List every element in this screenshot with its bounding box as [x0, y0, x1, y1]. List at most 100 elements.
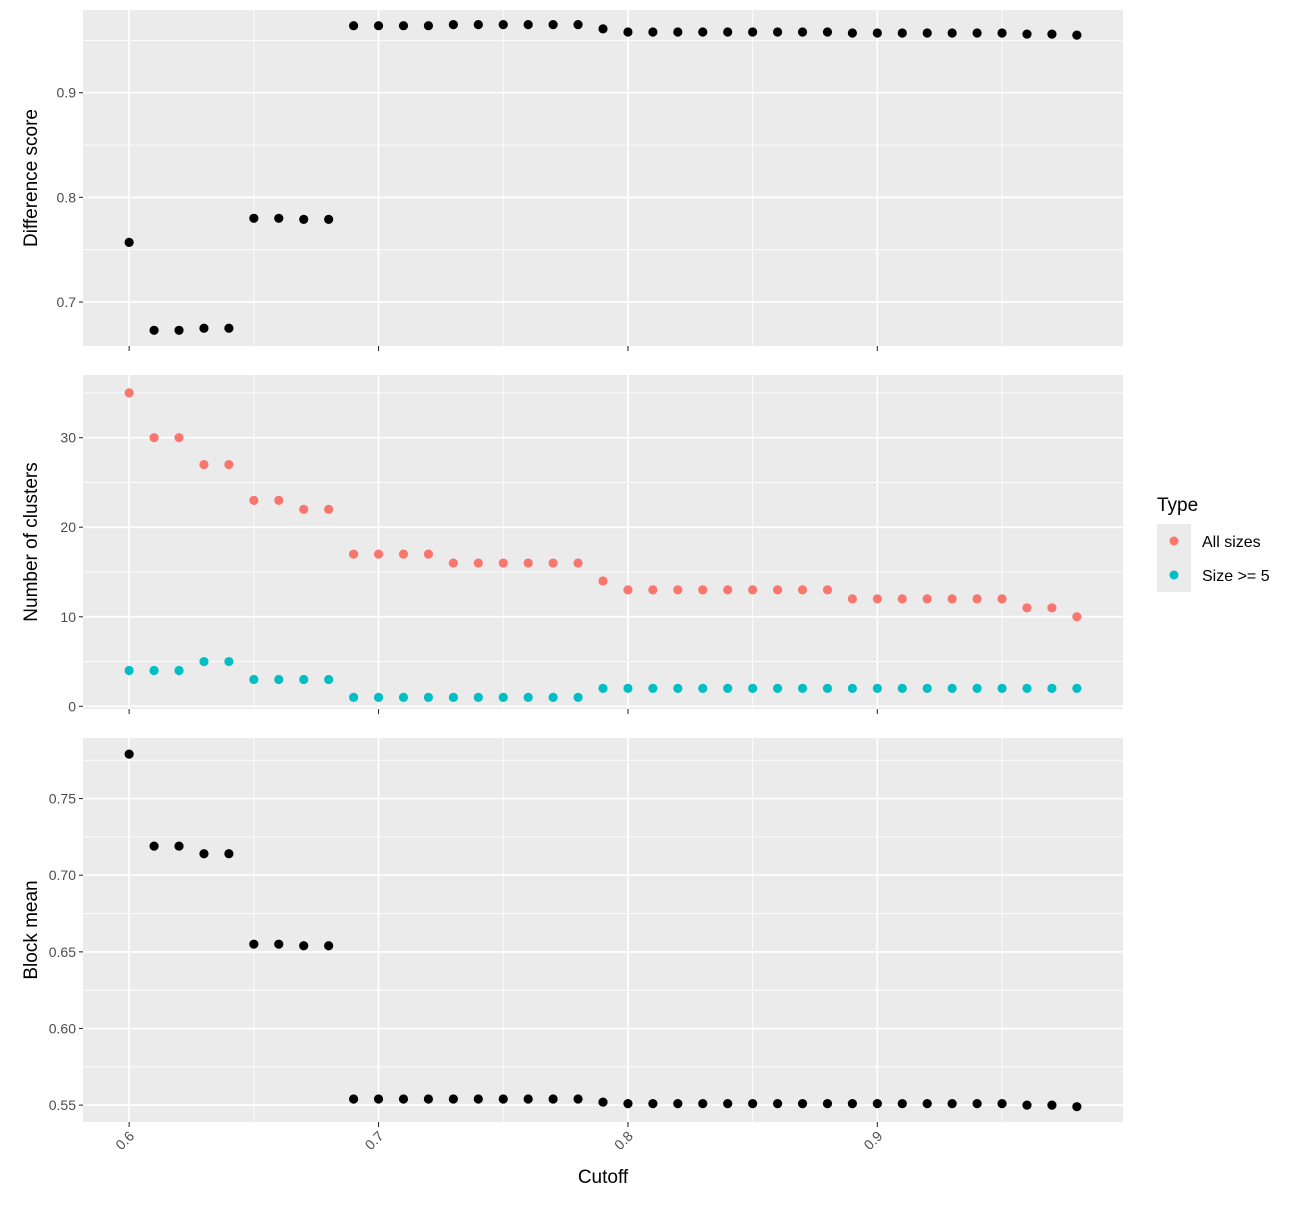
- data-point: [723, 683, 733, 694]
- data-point: [224, 849, 234, 859]
- data-point: [274, 939, 284, 949]
- data-point: [648, 683, 658, 694]
- data-point: [523, 692, 533, 702]
- data-point: [423, 692, 434, 702]
- data-point: [548, 20, 558, 30]
- data-point: [398, 1094, 409, 1104]
- y-tick-label: 0.65: [49, 944, 76, 960]
- data-point: [498, 692, 508, 702]
- data-point: [274, 213, 284, 223]
- data-point: [199, 849, 209, 859]
- data-point: [473, 20, 483, 30]
- data-point: [1022, 29, 1032, 39]
- data-point: [822, 585, 833, 595]
- data-point: [972, 1099, 982, 1109]
- series-difference-0: [124, 20, 1082, 335]
- data-point: [623, 585, 633, 595]
- data-point: [997, 594, 1007, 604]
- data-point: [548, 692, 558, 702]
- legend-key-size-5: [1169, 570, 1179, 580]
- data-point: [448, 20, 458, 30]
- data-point: [373, 692, 384, 702]
- legend: Type All sizes Size >= 5: [1157, 495, 1270, 592]
- data-point: [373, 1094, 384, 1104]
- data-point: [1072, 1102, 1082, 1112]
- data-point: [723, 27, 733, 37]
- data-point: [947, 683, 957, 694]
- data-point: [748, 1099, 758, 1109]
- data-point: [1047, 29, 1057, 39]
- data-point: [573, 1094, 583, 1104]
- data-point: [299, 504, 309, 514]
- data-point: [797, 585, 808, 595]
- data-point: [922, 594, 932, 604]
- data-point: [348, 1094, 359, 1104]
- data-point: [847, 28, 858, 38]
- x-tick-label: 0.9: [860, 1128, 885, 1153]
- data-point: [598, 683, 608, 694]
- data-point: [149, 433, 159, 443]
- data-point: [498, 1094, 508, 1104]
- data-point: [373, 549, 384, 559]
- data-point: [623, 1099, 633, 1109]
- data-point: [748, 27, 758, 37]
- data-point: [922, 683, 932, 694]
- y-tick-label: 0.60: [49, 1020, 76, 1036]
- data-point: [174, 665, 184, 676]
- data-point: [124, 388, 134, 398]
- data-point: [348, 549, 359, 559]
- data-point: [698, 1099, 708, 1109]
- data-point: [573, 558, 583, 568]
- data-point: [772, 1099, 783, 1109]
- data-point: [1047, 1100, 1057, 1110]
- data-point: [772, 585, 783, 595]
- data-point: [498, 558, 508, 568]
- data-point: [847, 683, 858, 694]
- data-point: [922, 28, 932, 38]
- data-point: [772, 683, 783, 694]
- data-point: [274, 495, 284, 505]
- data-point: [473, 558, 483, 568]
- x-axis-title: Cutoff: [578, 1167, 629, 1188]
- data-point: [797, 27, 808, 37]
- data-point: [598, 1097, 608, 1107]
- data-point: [598, 576, 608, 586]
- data-point: [797, 1099, 808, 1109]
- y-tick-label: 0.75: [49, 791, 76, 807]
- y-tick-label: 10: [60, 609, 76, 625]
- data-point: [723, 1099, 733, 1109]
- data-point: [897, 1099, 907, 1109]
- data-point: [199, 323, 209, 333]
- panel-background: [83, 10, 1123, 346]
- y-axis-title: Difference score: [21, 109, 42, 247]
- data-point: [748, 585, 758, 595]
- data-point: [972, 28, 982, 38]
- legend-label-size-5: Size >= 5: [1202, 568, 1270, 585]
- data-point: [573, 692, 583, 702]
- data-point: [249, 213, 259, 223]
- data-point: [997, 28, 1007, 38]
- data-point: [398, 692, 409, 702]
- y-tick-label: 0.9: [57, 85, 77, 101]
- data-point: [249, 939, 259, 949]
- data-point: [947, 28, 957, 38]
- data-point: [124, 749, 134, 759]
- data-point: [822, 27, 833, 37]
- data-point: [673, 585, 683, 595]
- legend-key-all-sizes: [1169, 536, 1179, 546]
- data-point: [972, 683, 982, 694]
- panel-background: [83, 738, 1123, 1122]
- data-point: [1047, 683, 1057, 694]
- data-point: [897, 683, 907, 694]
- data-point: [199, 459, 209, 470]
- data-point: [598, 24, 608, 34]
- data-point: [548, 558, 558, 568]
- data-point: [872, 1099, 882, 1109]
- x-tick-label: 0.7: [362, 1128, 387, 1153]
- data-point: [324, 214, 334, 224]
- data-point: [947, 1099, 957, 1109]
- data-point: [872, 594, 882, 604]
- data-point: [373, 21, 384, 31]
- data-point: [224, 459, 234, 470]
